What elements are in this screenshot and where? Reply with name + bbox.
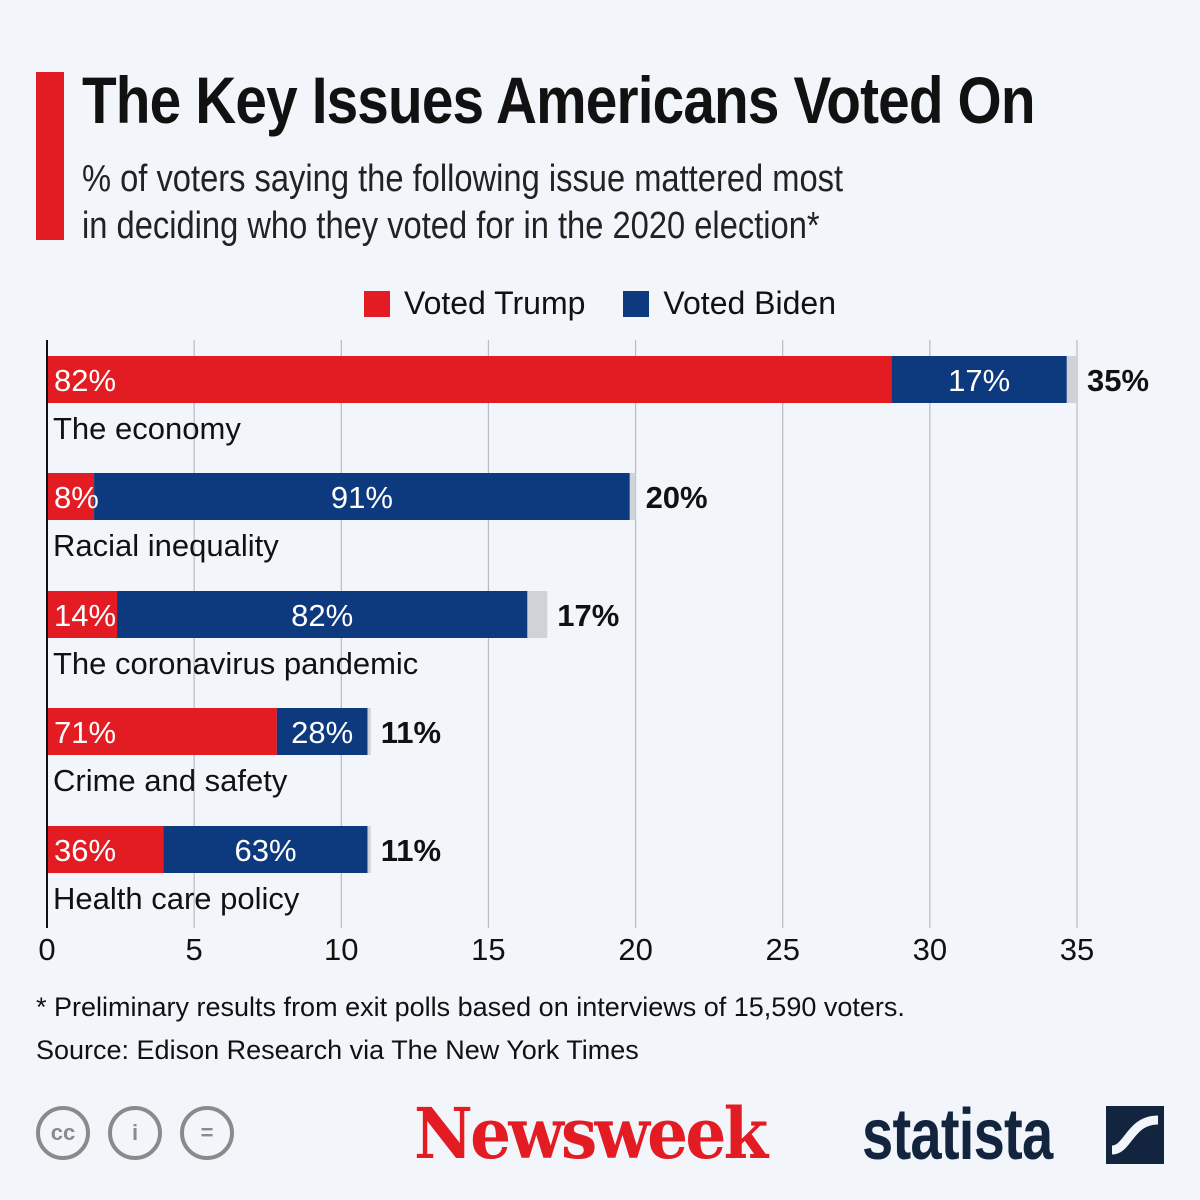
bar-label-biden: 82% [291,598,353,633]
category-label: The coronavirus pandemic [53,646,418,681]
nd-icon: = [180,1106,234,1160]
bar-total-label: 11% [381,833,441,868]
legend-item-biden: Voted Biden [623,285,836,322]
bar-total-label: 20% [646,480,708,515]
x-tick-label: 10 [324,932,358,967]
legend-swatch-biden [623,290,650,317]
x-tick-label: 5 [186,932,203,967]
newsweek-logo: Newsweek [414,1092,768,1175]
bar-trump [47,356,892,403]
subtitle-line-1: % of voters saying the following issue m… [82,158,844,200]
bar-label-trump: 82% [54,363,116,398]
legend-label-trump: Voted Trump [403,285,586,321]
legend-swatch-trump [363,290,390,317]
source: Source: Edison Research via The New York… [36,1035,639,1065]
x-tick-label: 30 [913,932,947,967]
legend-label-biden: Voted Biden [663,285,837,321]
bar-label-trump: 14% [54,598,116,633]
category-label: The economy [53,411,241,446]
bar-trump [47,591,118,638]
bar-label-trump: 36% [54,833,116,868]
bar-total-label: 11% [381,715,441,750]
bar-label-trump: 8% [54,480,99,515]
category-label: Health care policy [53,881,300,916]
legend: Voted Trump Voted Biden [0,285,1200,322]
bar-label-biden: 63% [234,833,296,868]
bar-trump [47,708,277,755]
bar-label-biden: 91% [331,480,393,515]
bar-biden [163,826,368,873]
x-tick-label: 35 [1060,932,1094,967]
by-icon: i [108,1106,162,1160]
bar-biden [276,708,368,755]
bar-total-label: 17% [557,598,619,633]
bar-biden [891,356,1067,403]
subtitle-line-2: in deciding who they voted for in the 20… [82,205,820,247]
category-label: Crime and safety [53,763,288,798]
title-accent-bar [36,72,64,240]
legend-item-trump: Voted Trump [363,285,586,322]
cc-icon: cc [36,1106,90,1160]
bar-biden [94,473,630,520]
bar-trump [47,826,164,873]
chart-title: The Key Issues Americans Voted On [82,63,1036,137]
x-tick-label: 25 [765,932,799,967]
bar-label-trump: 71% [54,715,116,750]
statista-logo: statista [862,1095,1053,1175]
x-tick-label: 20 [618,932,652,967]
bar-total-label: 35% [1087,363,1149,398]
bar-chart: 0 5 10 15 20 25 30 35 82% 17% 35% The economy 8% 91% 2… [38,340,1149,967]
statista-mark-icon [1106,1106,1164,1164]
category-label: Racial inequality [53,528,279,563]
bar-trump [47,473,95,520]
bar-biden [117,591,528,638]
bar-label-biden: 28% [291,715,353,750]
bar-label-biden: 17% [948,363,1010,398]
x-tick-label: 15 [471,932,505,967]
footnote: * Preliminary results from exit polls ba… [36,992,905,1022]
chart-subtitle: % of voters saying the following issue m… [82,156,843,250]
x-tick-label: 0 [38,932,55,967]
